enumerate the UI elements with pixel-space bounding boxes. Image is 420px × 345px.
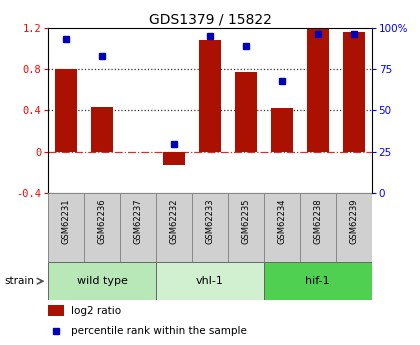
Bar — [264, 193, 300, 262]
Text: GSM62239: GSM62239 — [349, 199, 358, 244]
Bar — [228, 193, 264, 262]
Text: wild type: wild type — [77, 276, 128, 286]
Bar — [235, 72, 257, 152]
Text: GSM62235: GSM62235 — [241, 199, 250, 244]
Text: GSM62237: GSM62237 — [134, 199, 143, 244]
Bar — [120, 193, 156, 262]
Text: log2 ratio: log2 ratio — [71, 306, 121, 315]
Bar — [163, 152, 185, 165]
Bar — [336, 193, 372, 262]
Bar — [264, 262, 372, 300]
Title: GDS1379 / 15822: GDS1379 / 15822 — [149, 12, 271, 27]
Text: GSM62238: GSM62238 — [313, 199, 322, 244]
Bar — [156, 193, 192, 262]
Text: GSM62231: GSM62231 — [62, 199, 71, 244]
Bar — [307, 29, 328, 152]
Bar — [84, 193, 120, 262]
Bar — [92, 107, 113, 152]
Text: GSM62234: GSM62234 — [277, 199, 286, 244]
Bar — [55, 69, 77, 152]
Bar — [156, 262, 264, 300]
Text: vhl-1: vhl-1 — [196, 276, 224, 286]
Text: percentile rank within the sample: percentile rank within the sample — [71, 326, 247, 336]
Bar — [343, 32, 365, 152]
Text: GSM62233: GSM62233 — [205, 199, 215, 244]
Bar — [300, 193, 336, 262]
Bar — [48, 305, 65, 316]
Text: GSM62232: GSM62232 — [170, 199, 178, 244]
Bar — [48, 262, 156, 300]
Bar — [192, 193, 228, 262]
Bar — [199, 40, 221, 152]
Bar — [48, 193, 84, 262]
Text: GSM62236: GSM62236 — [98, 199, 107, 244]
Text: hif-1: hif-1 — [305, 276, 330, 286]
Text: strain: strain — [4, 276, 34, 286]
Bar — [271, 108, 293, 152]
